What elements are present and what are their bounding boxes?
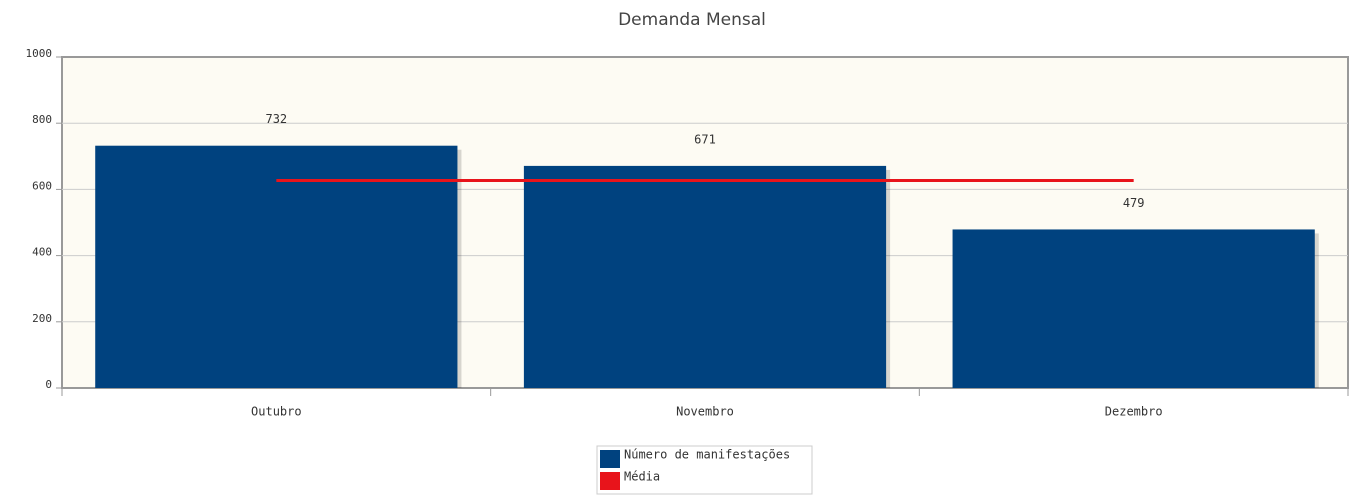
y-tick-label: 600	[32, 179, 52, 192]
legend-label: Número de manifestações	[624, 448, 790, 462]
x-tick-label: Dezembro	[1105, 405, 1163, 419]
data-label: 479	[1123, 196, 1145, 210]
y-tick-label: 800	[32, 113, 52, 126]
chart-title: Demanda Mensal	[618, 10, 766, 30]
x-tick-label: Novembro	[676, 405, 734, 419]
y-tick-label: 0	[45, 378, 52, 391]
bar	[523, 165, 887, 388]
bar	[95, 145, 458, 388]
y-tick-label: 400	[32, 246, 52, 259]
legend-label: Média	[624, 470, 660, 484]
y-tick-label: 200	[32, 312, 52, 325]
legend-swatch	[600, 472, 620, 490]
bar	[952, 229, 1315, 388]
data-label: 732	[265, 112, 287, 126]
x-tick-label: Outubro	[251, 405, 302, 419]
legend	[596, 445, 813, 495]
legend-swatch	[600, 450, 620, 468]
data-label: 671	[694, 132, 716, 146]
y-tick-label: 1000	[26, 47, 53, 60]
